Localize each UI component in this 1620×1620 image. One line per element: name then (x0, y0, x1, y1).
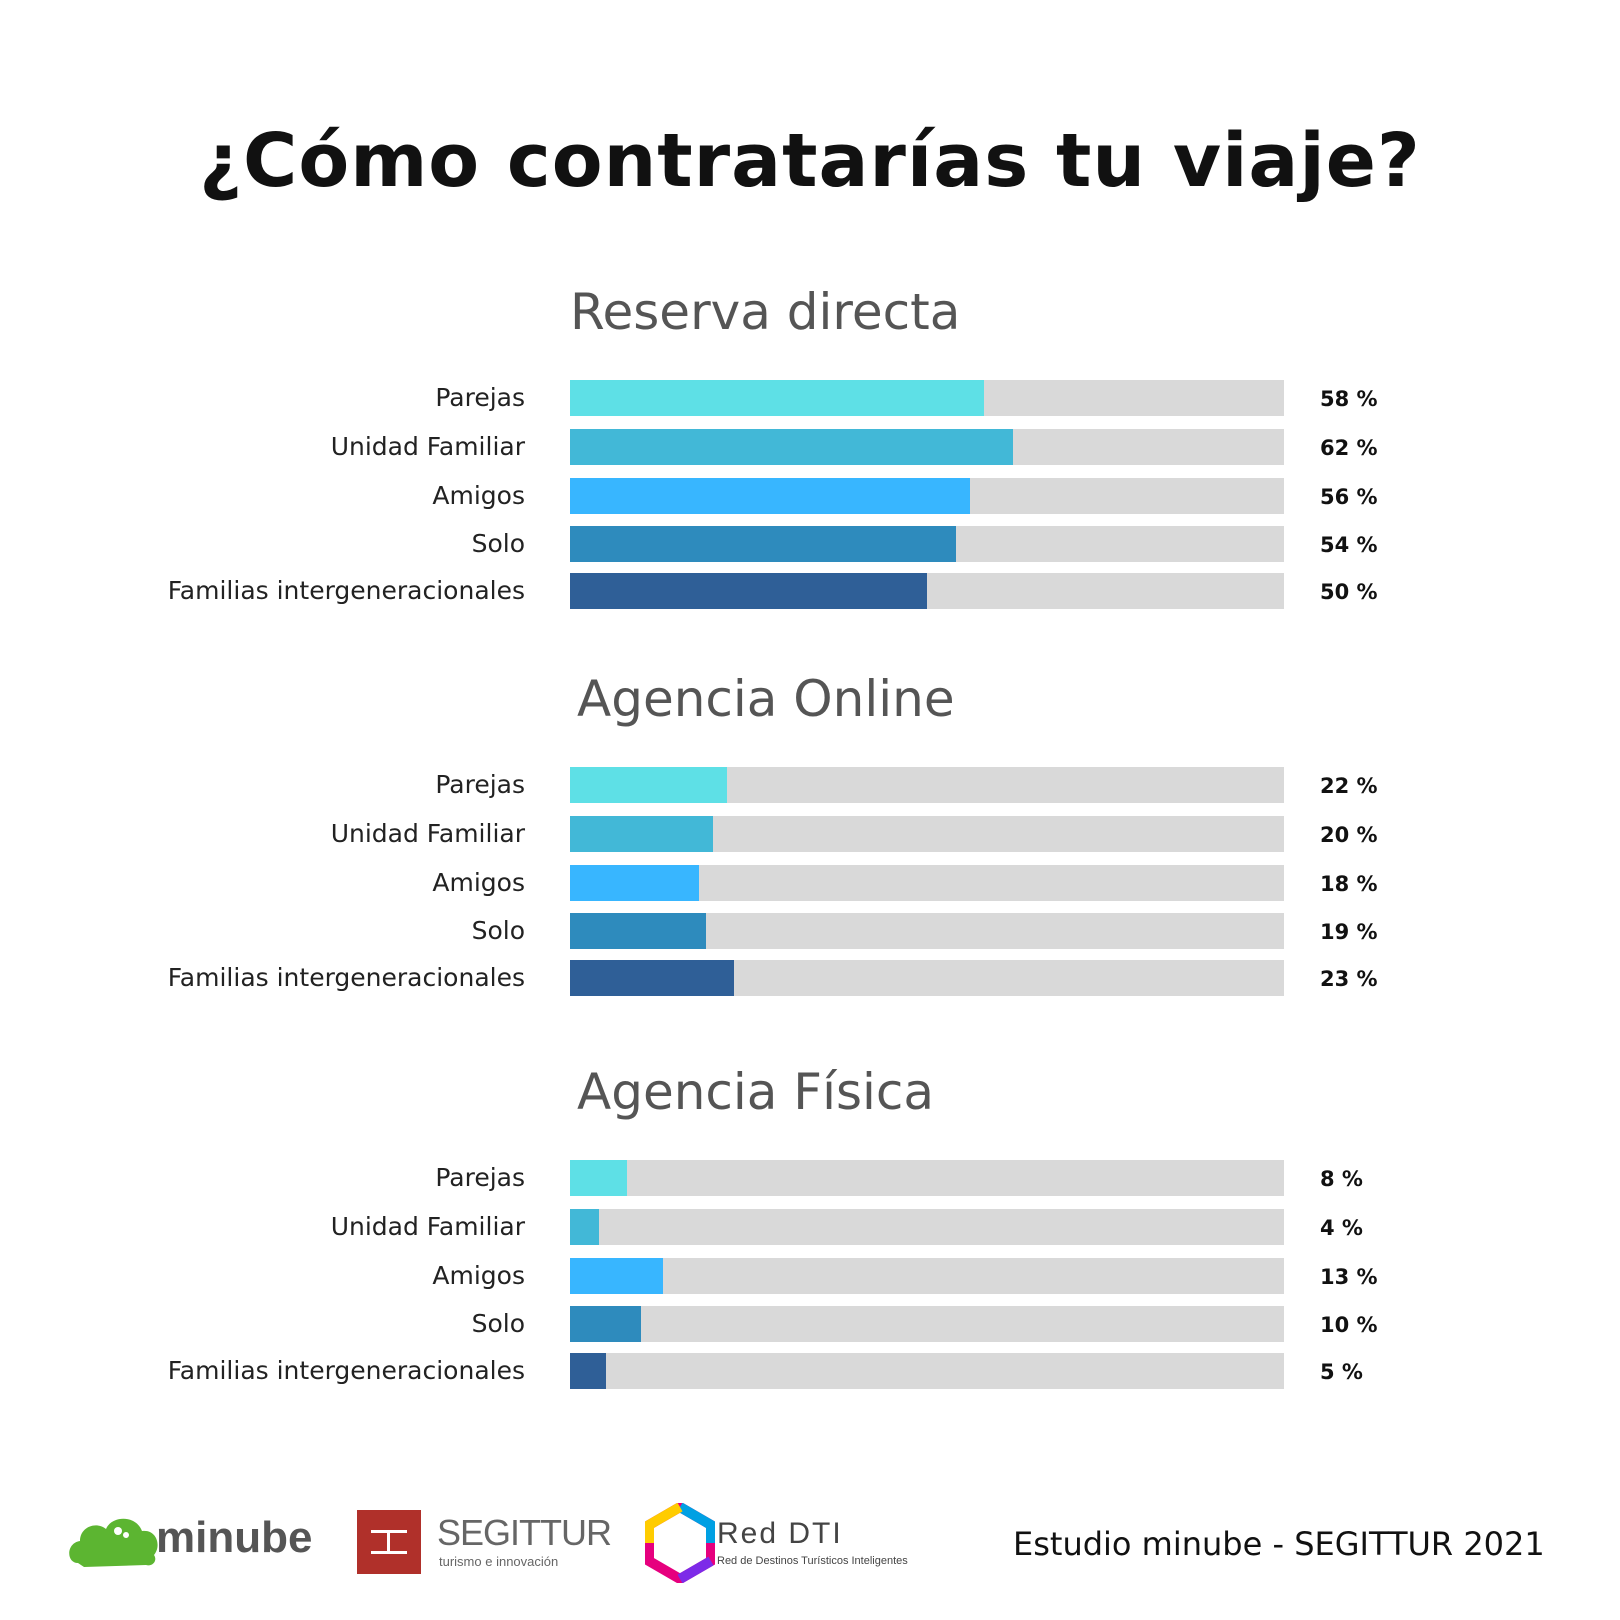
bar-row: Amigos 56 % (0, 478, 1620, 514)
value-label: 4 % (1320, 1216, 1363, 1240)
bar-row: Amigos 18 % (0, 865, 1620, 901)
bar-row: Parejas 22 % (0, 767, 1620, 803)
category-label: Amigos (432, 868, 525, 897)
bar (570, 1209, 599, 1245)
segittur-emblem-icon (357, 1510, 421, 1574)
value-label: 19 % (1320, 920, 1378, 944)
category-label: Unidad Familiar (330, 432, 525, 461)
bar-row: Unidad Familiar 4 % (0, 1209, 1620, 1245)
category-label: Familias intergeneracionales (167, 576, 525, 605)
category-label: Familias intergeneracionales (167, 963, 525, 992)
bar-row: Parejas 8 % (0, 1160, 1620, 1196)
bar-row: Parejas 58 % (0, 380, 1620, 416)
bar-track (570, 526, 1284, 562)
category-label: Familias intergeneracionales (167, 1356, 525, 1385)
bar-row: Solo 54 % (0, 526, 1620, 562)
bar (570, 380, 985, 416)
bar-row: Familias intergeneracionales 5 % (0, 1353, 1620, 1389)
bar-track (570, 478, 1284, 514)
bar-track (570, 429, 1284, 465)
reddti-logo: Red DTI Red de Destinos Turísticos Intel… (644, 1501, 945, 1585)
bar-track (570, 865, 1284, 901)
source-credit: Estudio minube - SEGITTUR 2021 (1013, 1525, 1545, 1563)
bar (570, 1306, 642, 1342)
chart-title: Agencia Online (577, 670, 955, 728)
segittur-logo: SEGITTUR turismo e innovación (357, 1510, 617, 1574)
bar (570, 1353, 606, 1389)
bar-track (570, 1258, 1284, 1294)
category-label: Amigos (432, 1261, 525, 1290)
value-label: 5 % (1320, 1360, 1363, 1384)
value-label: 58 % (1320, 387, 1378, 411)
value-label: 8 % (1320, 1167, 1363, 1191)
chart-title: Reserva directa (570, 283, 961, 341)
bar-row: Amigos 13 % (0, 1258, 1620, 1294)
chart-panel: Agencia Online Parejas 22 % Unidad Familiar… (0, 670, 1620, 1010)
category-label: Unidad Familiar (330, 819, 525, 848)
bar-track (570, 573, 1284, 609)
bar-track (570, 1160, 1284, 1196)
bar (570, 429, 1013, 465)
bar (570, 573, 927, 609)
footer: minube SEGITTUR turismo e innovación Red… (0, 1495, 1620, 1595)
segittur-tagline: turismo e innovación (439, 1554, 559, 1569)
value-label: 22 % (1320, 774, 1378, 798)
category-label: Solo (471, 529, 525, 558)
bar (570, 1160, 628, 1196)
value-label: 56 % (1320, 485, 1378, 509)
reddti-tagline: Red de Destinos Turísticos Inteligentes (717, 1555, 908, 1567)
bar-track (570, 1209, 1284, 1245)
bar (570, 1258, 663, 1294)
bar (570, 913, 706, 949)
bar-track (570, 1353, 1284, 1389)
value-label: 20 % (1320, 823, 1378, 847)
bar-row: Unidad Familiar 20 % (0, 816, 1620, 852)
chart-title: Agencia Física (577, 1063, 935, 1121)
value-label: 23 % (1320, 967, 1378, 991)
bar-row: Unidad Familiar 62 % (0, 429, 1620, 465)
bar (570, 960, 735, 996)
value-label: 10 % (1320, 1313, 1378, 1337)
value-label: 62 % (1320, 436, 1378, 460)
chart-panel: Agencia Física Parejas 8 % Unidad Familiar 4… (0, 1063, 1620, 1403)
category-label: Unidad Familiar (330, 1212, 525, 1241)
bar-row: Familias intergeneracionales 23 % (0, 960, 1620, 996)
bar-row: Solo 19 % (0, 913, 1620, 949)
category-label: Parejas (435, 383, 525, 412)
hexagon-icon (644, 1501, 716, 1585)
category-label: Solo (471, 1309, 525, 1338)
category-label: Amigos (432, 481, 525, 510)
reddti-wordmark: Red DTI (717, 1517, 843, 1550)
category-label: Parejas (435, 770, 525, 799)
bar-track (570, 380, 1284, 416)
category-label: Parejas (435, 1163, 525, 1192)
bar-track (570, 913, 1284, 949)
bar (570, 478, 970, 514)
bar-row: Familias intergeneracionales 50 % (0, 573, 1620, 609)
bar-track (570, 1306, 1284, 1342)
bar-track (570, 960, 1284, 996)
category-label: Solo (471, 916, 525, 945)
segittur-wordmark: SEGITTUR (437, 1512, 612, 1553)
value-label: 50 % (1320, 580, 1378, 604)
bar (570, 865, 699, 901)
value-label: 13 % (1320, 1265, 1378, 1289)
bar-track (570, 816, 1284, 852)
bar-track (570, 767, 1284, 803)
bar (570, 816, 713, 852)
bar-row: Solo 10 % (0, 1306, 1620, 1342)
cloud-icon (69, 1518, 158, 1567)
value-label: 18 % (1320, 872, 1378, 896)
bar (570, 526, 956, 562)
value-label: 54 % (1320, 533, 1378, 557)
chart-panel: Reserva directa Parejas 58 % Unidad Familia… (0, 283, 1620, 623)
minube-wordmark: minube (156, 1513, 313, 1562)
minube-logo: minube (66, 1505, 326, 1575)
page-title: ¿Cómo contratarías tu viaje? (199, 118, 1421, 204)
bar (570, 767, 728, 803)
